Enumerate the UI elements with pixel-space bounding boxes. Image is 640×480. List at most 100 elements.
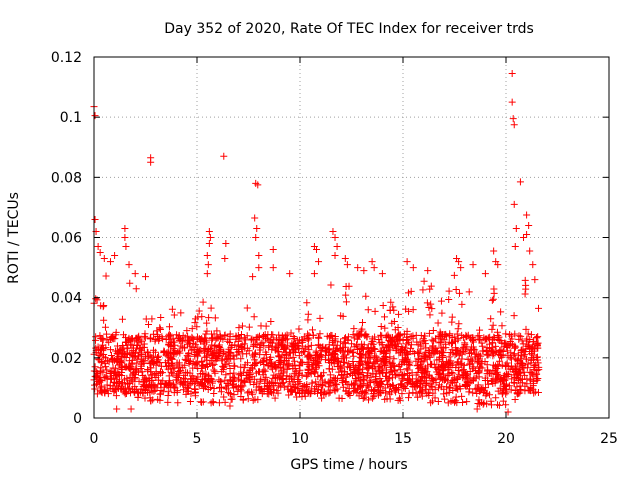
data-point xyxy=(266,355,274,363)
data-point xyxy=(475,396,483,404)
data-point xyxy=(164,398,172,406)
data-point xyxy=(463,333,471,341)
data-point xyxy=(506,330,514,338)
data-point xyxy=(509,341,517,349)
data-point xyxy=(359,319,367,327)
data-point xyxy=(345,347,353,355)
data-point xyxy=(285,391,293,399)
data-point xyxy=(503,347,511,355)
data-point xyxy=(399,358,407,366)
data-point xyxy=(499,397,507,405)
data-point xyxy=(173,376,181,384)
data-point xyxy=(200,340,208,348)
data-point xyxy=(177,367,185,375)
data-point xyxy=(381,347,389,355)
data-point xyxy=(141,332,149,340)
data-point xyxy=(147,158,155,166)
data-point xyxy=(528,370,536,378)
data-point xyxy=(235,324,243,332)
data-point xyxy=(325,345,333,353)
data-point xyxy=(348,340,356,348)
data-point xyxy=(417,387,425,395)
data-point xyxy=(247,388,255,396)
data-point xyxy=(291,334,299,342)
data-point xyxy=(491,366,499,374)
data-point xyxy=(427,360,435,368)
data-point xyxy=(530,389,538,397)
data-point xyxy=(223,355,231,363)
data-point xyxy=(303,299,311,307)
data-point xyxy=(108,356,116,364)
data-point xyxy=(182,368,190,376)
data-point xyxy=(337,312,345,320)
data-point xyxy=(111,386,119,394)
data-point xyxy=(490,289,498,297)
data-point xyxy=(145,382,153,390)
data-point xyxy=(251,214,259,222)
data-point xyxy=(284,335,292,343)
data-point xyxy=(431,394,439,402)
data-point xyxy=(504,408,512,416)
data-point xyxy=(200,346,208,354)
data-point xyxy=(94,355,102,363)
data-point xyxy=(220,393,228,401)
data-point xyxy=(442,362,450,370)
y-tick-label: 0.04 xyxy=(51,291,82,307)
data-point xyxy=(414,393,422,401)
data-point xyxy=(402,305,410,313)
data-point xyxy=(98,341,106,349)
data-point xyxy=(203,270,211,278)
data-point xyxy=(168,342,176,350)
data-point xyxy=(128,360,136,368)
data-point xyxy=(184,340,192,348)
data-point xyxy=(348,371,356,379)
data-point xyxy=(271,394,279,402)
data-point xyxy=(409,306,417,314)
data-point xyxy=(317,373,325,381)
data-point xyxy=(454,358,462,366)
data-point xyxy=(271,361,279,369)
data-point xyxy=(102,363,110,371)
data-point xyxy=(322,390,330,398)
data-point xyxy=(523,211,531,219)
data-point xyxy=(218,368,226,376)
data-point xyxy=(229,378,237,386)
data-point xyxy=(349,331,357,339)
data-point xyxy=(455,258,463,266)
y-tick-label: 0.08 xyxy=(51,170,82,186)
data-point xyxy=(337,338,345,346)
data-point xyxy=(364,306,372,314)
data-point xyxy=(531,362,539,370)
data-point xyxy=(106,370,114,378)
data-point xyxy=(405,389,413,397)
data-point xyxy=(524,360,532,368)
data-point xyxy=(164,392,172,400)
data-point xyxy=(222,371,230,379)
data-point xyxy=(403,365,411,373)
data-point xyxy=(437,338,445,346)
data-point xyxy=(246,378,254,386)
data-point xyxy=(324,383,332,391)
data-point xyxy=(427,282,435,290)
x-axis-label: GPS time / hours xyxy=(290,457,407,473)
data-point xyxy=(223,385,231,393)
data-point xyxy=(243,304,251,312)
data-point xyxy=(493,401,501,409)
data-point xyxy=(425,329,433,337)
data-point xyxy=(305,353,313,361)
data-point xyxy=(331,348,339,356)
data-point xyxy=(427,399,435,407)
data-point xyxy=(191,352,199,360)
data-point xyxy=(201,383,209,391)
data-point xyxy=(294,384,302,392)
data-point xyxy=(152,373,160,381)
data-point xyxy=(157,379,165,387)
data-point xyxy=(141,374,149,382)
data-point xyxy=(244,389,252,397)
data-point xyxy=(165,323,173,331)
data-point xyxy=(217,388,225,396)
data-point xyxy=(275,352,283,360)
data-point xyxy=(267,338,275,346)
data-point xyxy=(142,273,149,281)
